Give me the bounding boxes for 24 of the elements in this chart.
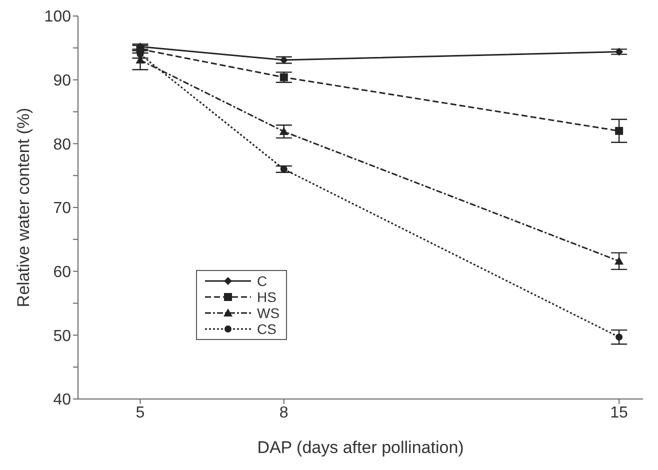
legend-label: CS	[257, 321, 276, 337]
point	[615, 126, 624, 135]
y-tick-label: 50	[53, 328, 72, 345]
x-tick-label: 15	[610, 404, 628, 422]
x-axis-title: DAP (days after pollination)	[257, 438, 464, 458]
point	[616, 334, 623, 341]
legend-label: WS	[257, 305, 280, 321]
point	[280, 56, 288, 64]
y-tick-label: 70	[53, 200, 72, 218]
y-tick-label: 100	[44, 8, 72, 26]
y-tick-label: 90	[53, 72, 72, 90]
point	[615, 48, 624, 56]
y-tick-label: 60	[53, 264, 72, 282]
point	[614, 256, 624, 265]
y-tick-label: 80	[53, 136, 72, 154]
point	[280, 166, 288, 173]
y-tick-label: 40	[53, 392, 72, 409]
point	[279, 127, 288, 136]
point	[280, 73, 288, 82]
legend-label: C	[257, 273, 268, 289]
x-tick-label: 8	[279, 404, 288, 422]
x-tick-label: 5	[136, 404, 145, 422]
legend-label: HS	[257, 289, 276, 305]
y-axis-title: Relative water content (%)	[14, 108, 34, 308]
